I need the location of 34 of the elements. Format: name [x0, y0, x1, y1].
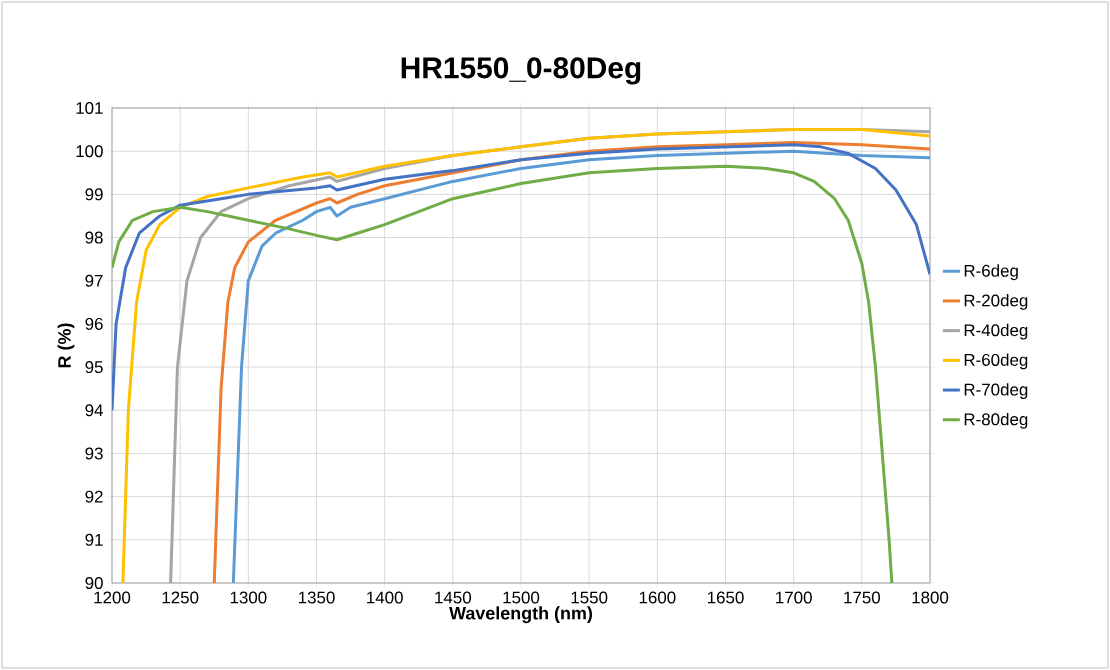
chart-title: HR1550_0-80Deg: [401, 57, 641, 85]
y-tick-label: 98: [85, 231, 103, 244]
x-tick-label: 1250: [162, 591, 199, 604]
x-tick-label: 1700: [776, 591, 812, 604]
y-tick-label: 101: [76, 102, 103, 114]
y-tick-label: 90: [85, 577, 103, 589]
legend-label: R-40deg: [964, 323, 1028, 340]
y-tick-label: 94: [85, 404, 103, 417]
y-tick-label: 95: [85, 361, 103, 374]
y-tick-label: 100: [76, 145, 103, 158]
y-axis-title: R (%): [57, 323, 75, 368]
legend-label: R-6deg: [964, 264, 1018, 281]
x-tick-label: 1500: [503, 591, 540, 604]
x-tick-label: 1550: [571, 591, 608, 604]
x-tick-label: 1400: [367, 591, 403, 604]
x-tick-label: 1750: [844, 591, 881, 604]
x-tick-label: 1600: [639, 591, 676, 604]
legend-label: R-70deg: [964, 383, 1028, 399]
y-tick-label: 91: [85, 533, 103, 546]
x-tick-label: 1200: [94, 591, 131, 604]
x-tick-label: 1350: [298, 591, 335, 604]
legend-label: R-20deg: [964, 294, 1028, 310]
x-tick-label: 1300: [230, 591, 267, 604]
x-tick-label: 1450: [435, 591, 472, 604]
legend-label: R-80deg: [964, 412, 1028, 429]
x-tick-label: 1800: [912, 591, 949, 604]
x-tick-label: 1650: [707, 591, 744, 604]
y-tick-label: 96: [85, 317, 103, 330]
y-tick-label: 92: [85, 490, 103, 503]
x-axis-title: Wavelength (nm): [449, 606, 592, 624]
y-tick-label: 93: [85, 447, 103, 460]
y-tick-label: 99: [85, 188, 103, 201]
legend-label: R-60deg: [964, 353, 1028, 370]
y-tick-label: 97: [85, 274, 103, 287]
